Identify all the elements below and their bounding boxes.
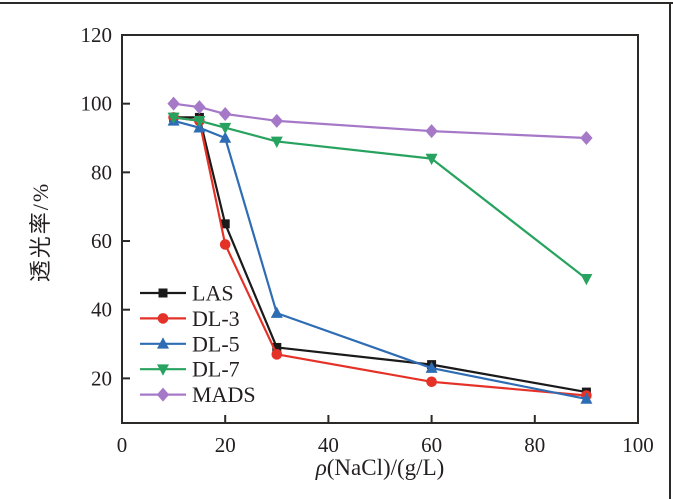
- y-axis-label: 透光率/%: [28, 181, 53, 283]
- legend-marker-circle-icon: [157, 313, 169, 324]
- series-dl-5: [167, 114, 593, 404]
- y-tick-label-60: 60: [91, 229, 112, 253]
- data-point-mads: [219, 106, 232, 121]
- legend-marker-square-icon: [158, 288, 168, 298]
- data-point-mads: [270, 113, 283, 128]
- x-tick-label-0: 0: [117, 433, 128, 457]
- figure-border-right: [669, 2, 671, 499]
- legend-marker-diamond-icon: [156, 387, 170, 402]
- legend-label-dl-7: DL-7: [192, 357, 240, 382]
- legend-label-las: LAS: [192, 281, 234, 306]
- legend-label-mads: MADS: [192, 382, 256, 407]
- tick-marks: [122, 102, 536, 423]
- data-point-mads: [193, 100, 206, 115]
- x-tick-label-80: 80: [524, 433, 545, 457]
- legend-item-dl-3: DL-3: [140, 306, 240, 331]
- data-point-dl-7: [425, 153, 438, 166]
- legend-item-dl-7: DL-7: [140, 357, 240, 382]
- data-point-dl-7: [219, 122, 232, 135]
- series-group: [167, 96, 593, 404]
- data-point-dl-5: [580, 392, 593, 404]
- data-point-mads: [580, 131, 593, 146]
- data-point-mads: [425, 124, 438, 139]
- x-axis-label: ρ(NaCl)/(g/L): [122, 455, 638, 481]
- series-line-dl-7: [173, 116, 588, 280]
- y-tick-label-120: 120: [81, 23, 113, 47]
- legend-marker-triangle-down-icon: [157, 364, 169, 376]
- y-tick-label-40: 40: [91, 298, 112, 322]
- data-point-dl-5: [270, 306, 283, 318]
- series-dl-7: [167, 112, 593, 286]
- x-tick-label-60: 60: [421, 433, 442, 457]
- legend-item-mads: MADS: [140, 382, 256, 407]
- legend-item-las: LAS: [140, 281, 234, 306]
- data-point-dl-3: [219, 239, 231, 250]
- tick-labels: 0 20 40 60 80 100 20 40 60 80 100 120: [81, 23, 654, 457]
- data-point-dl-7: [270, 136, 283, 148]
- series-mads: [167, 96, 593, 146]
- data-point-dl-5: [425, 361, 438, 373]
- data-point-dl-7: [193, 116, 206, 128]
- data-point-las: [272, 342, 282, 352]
- legend-label-dl-5: DL-5: [192, 331, 240, 356]
- data-point-dl-7: [167, 112, 180, 124]
- plot-frame: [121, 34, 639, 424]
- y-tick-label-20: 20: [91, 366, 112, 390]
- x-axis-label-symbol: ρ: [315, 455, 327, 480]
- legend-label-dl-3: DL-3: [192, 306, 240, 331]
- legend-marker-triangle-up-icon: [157, 337, 169, 349]
- figure-border-top: [0, 2, 673, 4]
- data-point-las: [220, 219, 230, 229]
- y-tick-label-100: 100: [81, 92, 113, 116]
- series-line-dl-5: [173, 119, 587, 401]
- data-point-dl-5: [219, 131, 232, 143]
- x-tick-label-100: 100: [622, 433, 654, 457]
- x-axis-label-units: (NaCl)/(g/L): [326, 455, 445, 480]
- x-tick-label-40: 40: [318, 433, 339, 457]
- series-line-mads: [173, 102, 587, 140]
- x-tick-label-20: 20: [215, 433, 236, 457]
- data-point-dl-3: [271, 349, 283, 360]
- legend-item-dl-5: DL-5: [140, 331, 240, 356]
- data-point-dl-7: [580, 273, 593, 286]
- data-point-mads: [167, 96, 180, 111]
- y-tick-label-80: 80: [91, 160, 112, 184]
- data-point-dl-3: [426, 376, 437, 388]
